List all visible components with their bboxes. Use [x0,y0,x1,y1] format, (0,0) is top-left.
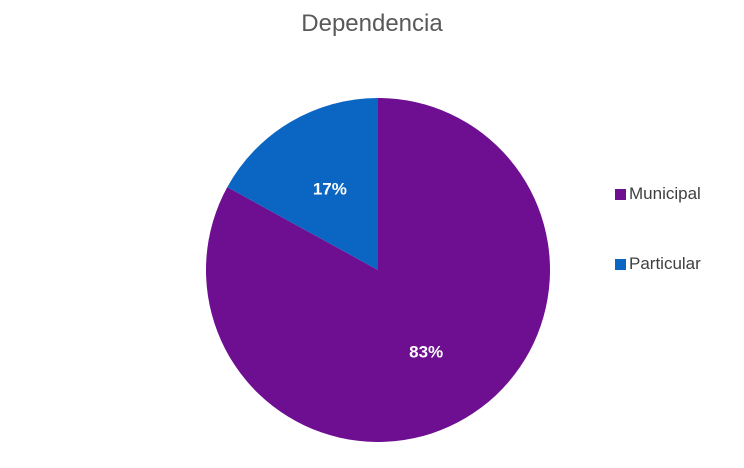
legend-label-municipal: Municipal [629,184,701,203]
legend-swatch-municipal [615,188,626,200]
data-label-particular: 17% [313,180,347,199]
legend-swatch-particular [615,258,626,270]
legend-label-particular: Particular [629,254,701,273]
legend-item-municipal: Municipal [615,183,701,205]
legend: Municipal Particular [615,183,701,323]
data-label-municipal: 83% [409,342,443,361]
legend-item-particular: Particular [615,253,701,275]
pie-slice-particular [227,98,378,270]
chart-title: Dependencia [301,10,443,37]
